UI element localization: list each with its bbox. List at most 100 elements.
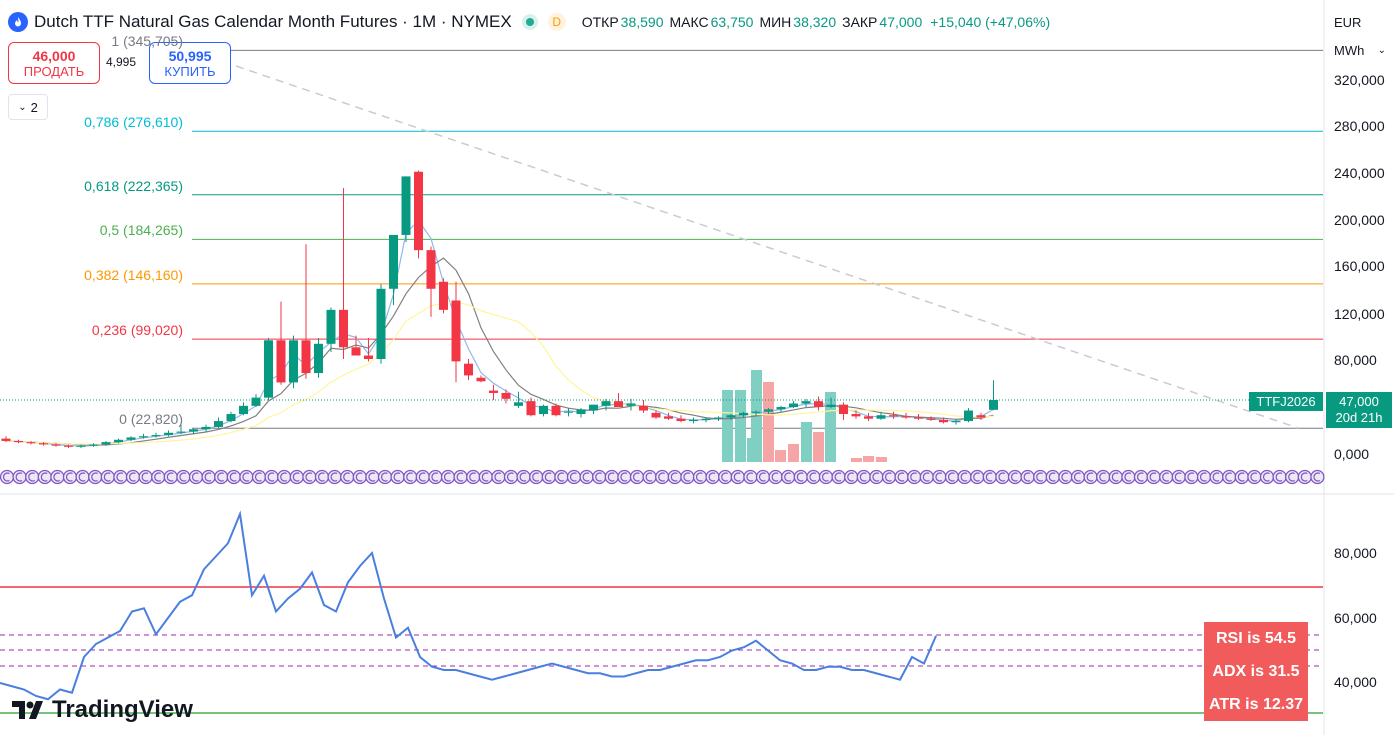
event-marker-glyph: [242, 472, 250, 482]
volume-bar: [863, 456, 874, 462]
candle-body: [89, 444, 98, 446]
candle-body: [64, 445, 73, 447]
event-marker-glyph: [733, 472, 741, 482]
indicator-axis-tick: 40,000: [1334, 674, 1377, 690]
event-marker-glyph: [330, 472, 338, 482]
candle-body: [364, 355, 373, 360]
candle-body: [539, 405, 548, 415]
event-marker-glyph: [1061, 472, 1069, 482]
event-marker-glyph: [758, 472, 766, 482]
candle-body: [789, 403, 798, 408]
candle-body: [989, 399, 998, 410]
tradingview-logo[interactable]: TradingView: [12, 694, 193, 726]
candle-body: [214, 421, 223, 427]
candle-body: [951, 421, 961, 423]
event-marker-glyph: [796, 472, 804, 482]
event-marker-glyph: [368, 472, 376, 482]
chevron-down-icon: ⌄: [18, 101, 27, 113]
event-marker-glyph: [229, 472, 237, 482]
event-marker-glyph: [506, 472, 514, 482]
event-marker-glyph: [595, 472, 602, 482]
open-value: 38,590: [620, 14, 664, 30]
candle-body: [189, 429, 198, 432]
event-marker-glyph: [1288, 472, 1295, 482]
candle-body: [326, 309, 336, 344]
price-axis-tick: 200,000: [1334, 212, 1385, 228]
moving-average-line: [5, 301, 994, 445]
chevron-down-icon: ⌄: [1377, 44, 1386, 56]
candle-body: [176, 431, 186, 433]
candle-body: [101, 442, 111, 445]
price-axis-tick: 0,000: [1334, 446, 1370, 462]
event-marker-glyph: [1136, 472, 1144, 482]
brand-name: TradingView: [52, 696, 193, 723]
candle-body: [814, 401, 823, 408]
event-marker-glyph: [973, 472, 980, 482]
event-marker-glyph: [910, 472, 917, 482]
event-marker-glyph: [947, 472, 955, 482]
event-marker-glyph: [1099, 472, 1106, 482]
atr-badge: ATR is 12.37: [1204, 688, 1308, 721]
currency-select[interactable]: EUR: [1326, 8, 1394, 36]
event-marker-glyph: [569, 472, 577, 482]
buy-price: 50,995: [168, 47, 212, 64]
event-marker-glyph: [481, 472, 489, 482]
delayed-data-badge[interactable]: D: [547, 13, 566, 31]
candle-body: [251, 397, 261, 406]
candle-body: [164, 432, 173, 436]
candle-body: [289, 340, 298, 383]
fib-level-label: 0,382 (146,160): [84, 266, 183, 283]
candle-body: [314, 343, 323, 374]
unit-select[interactable]: MWh ⌄: [1326, 36, 1394, 64]
buy-label: КУПИТЬ: [164, 63, 216, 79]
buy-button[interactable]: 50,995 КУПИТЬ: [149, 42, 231, 84]
event-marker-glyph: [683, 472, 691, 482]
event-marker-glyph: [998, 472, 1006, 482]
fib-level-label: 0 (22,820): [119, 411, 183, 428]
event-marker-glyph: [1313, 472, 1321, 482]
sell-button[interactable]: 46,000 ПРОДАТЬ: [8, 42, 100, 84]
candle-body: [276, 340, 286, 383]
collapse-indicators-button[interactable]: ⌄ 2: [8, 94, 48, 120]
fib-level-label: 0,618 (222,365): [84, 177, 183, 194]
low-label: МИН: [759, 14, 792, 30]
event-marker-glyph: [1300, 472, 1308, 482]
price-axis-tick: 240,000: [1334, 165, 1385, 181]
event-marker-glyph: [254, 472, 262, 482]
flame-icon: [8, 12, 28, 32]
tradingview-icon: [12, 701, 43, 719]
event-marker-glyph: [179, 472, 187, 482]
event-marker-glyph: [292, 472, 300, 482]
event-marker-glyph: [884, 472, 892, 482]
fib-level-label: 1 (345,705): [111, 33, 183, 50]
volume-bar: [775, 450, 786, 462]
last-price: 47,000: [1339, 394, 1379, 409]
event-marker-glyph: [141, 472, 149, 482]
event-marker-glyph: [544, 472, 552, 482]
event-marker-glyph: [494, 472, 502, 482]
fib-level-label: 0,236 (99,020): [91, 322, 183, 339]
currency-label: EUR: [1334, 14, 1362, 30]
symbol-title[interactable]: Dutch TTF Natural Gas Calendar Month Fut…: [34, 12, 512, 31]
candle-body: [664, 416, 673, 419]
candle-body: [801, 401, 811, 404]
candle-body: [564, 411, 573, 413]
currency-unit-selector[interactable]: EUR MWh ⌄: [1326, 8, 1394, 70]
candle-body: [114, 439, 123, 443]
candle-body: [351, 347, 361, 356]
event-marker-glyph: [1023, 472, 1031, 482]
price-axis-tick: 320,000: [1334, 72, 1385, 88]
candle-body: [151, 435, 161, 437]
event-marker-glyph: [859, 472, 867, 482]
candle-body: [676, 418, 686, 422]
candle-body: [39, 443, 48, 445]
event-marker-glyph: [632, 472, 640, 482]
high-value: 63,750: [710, 14, 754, 30]
unit-label: MWh: [1334, 42, 1365, 58]
candle-body: [14, 440, 23, 443]
candle-body: [376, 288, 386, 360]
candle-body: [51, 444, 61, 446]
event-marker-glyph: [784, 472, 791, 482]
event-marker-glyph: [217, 472, 224, 482]
